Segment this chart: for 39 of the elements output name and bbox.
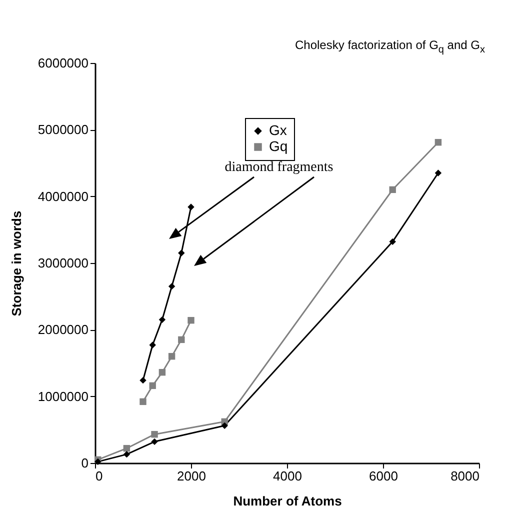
- point: [434, 138, 442, 146]
- y-tick-label: 0: [81, 456, 88, 470]
- point: [188, 316, 194, 324]
- point: [149, 382, 156, 390]
- point: [151, 430, 158, 438]
- annotation: diamond fragments: [224, 160, 334, 175]
- point: [123, 450, 130, 458]
- point: [389, 186, 396, 194]
- point: [178, 250, 185, 256]
- point: [123, 444, 130, 452]
- y-tick-label: 1000000: [38, 388, 88, 404]
- point: [140, 376, 146, 384]
- y-tick-label: 2000000: [38, 322, 88, 338]
- point: [178, 336, 185, 344]
- point: [158, 316, 166, 324]
- point: [168, 282, 176, 290]
- x-tick-label: 8000: [450, 468, 480, 484]
- y-axis-title: Storage in words: [8, 210, 24, 316]
- legend-label: Gq: [269, 138, 288, 154]
- y-tick-label: 6000000: [38, 56, 88, 70]
- point: [168, 352, 176, 360]
- chart-title: Cholesky factorization of G$_{q}$ and G$_{x}$: [294, 38, 486, 56]
- point: [151, 438, 158, 446]
- legend-label: Gx: [269, 122, 287, 138]
- x-tick-label: 4000: [273, 468, 302, 484]
- x-tick-label: 2000: [177, 468, 206, 484]
- point: [389, 238, 396, 246]
- point: [221, 422, 228, 430]
- point: [188, 204, 194, 210]
- x-tick-label: 0: [96, 468, 103, 484]
- point: [434, 170, 442, 176]
- y-tick-label: 4000000: [38, 188, 88, 204]
- x-axis-title: Number of Atoms: [233, 494, 342, 508]
- point: [140, 398, 146, 406]
- x-tick-label: 6000: [369, 468, 398, 484]
- point: [158, 368, 166, 376]
- y-tick-label: 3000000: [38, 256, 88, 270]
- point: [149, 342, 156, 348]
- y-tick-label: 5000000: [38, 122, 88, 138]
